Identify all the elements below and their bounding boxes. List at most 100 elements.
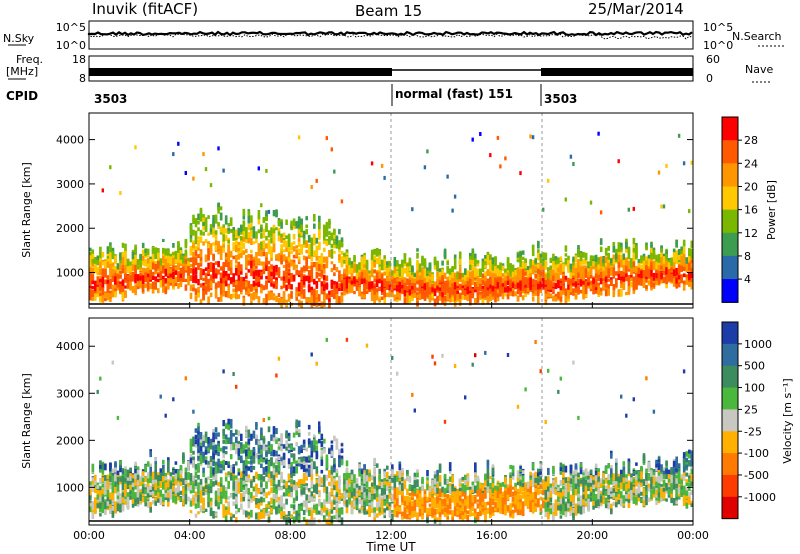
data-cell xyxy=(265,275,268,280)
data-cell xyxy=(235,264,238,268)
data-cell xyxy=(594,287,598,294)
data-cell xyxy=(411,294,414,298)
data-cell xyxy=(204,254,208,263)
data-cell xyxy=(579,272,583,279)
data-cell xyxy=(589,274,593,279)
data-cell xyxy=(370,253,374,261)
data-cell xyxy=(537,249,540,253)
data-cell xyxy=(270,257,273,261)
data-cell xyxy=(194,236,198,245)
data-cell xyxy=(635,283,638,290)
data-cell xyxy=(662,204,666,209)
data-cell xyxy=(474,282,477,290)
data-cell xyxy=(224,228,228,233)
data-cell xyxy=(529,280,532,286)
data-cell xyxy=(242,231,246,237)
data-cell xyxy=(486,272,490,277)
data-cell xyxy=(531,264,535,272)
data-cell xyxy=(587,271,590,277)
data-cell xyxy=(524,271,527,276)
data-cell xyxy=(214,261,218,265)
data-cell xyxy=(111,284,115,289)
data-cell xyxy=(121,498,125,504)
data-cell xyxy=(353,290,356,295)
data-cell xyxy=(456,278,459,286)
data-cell xyxy=(240,231,243,235)
data-cell xyxy=(235,229,238,237)
nsky-trace xyxy=(87,30,693,37)
data-cell xyxy=(245,262,248,268)
data-cell xyxy=(484,290,487,298)
data-cell xyxy=(255,234,258,239)
data-cell xyxy=(599,256,603,263)
data-cell xyxy=(192,257,195,261)
data-cell xyxy=(89,267,92,272)
data-cell xyxy=(655,257,658,264)
data-cell xyxy=(222,168,225,173)
data-cell xyxy=(625,238,628,243)
data-cell xyxy=(599,246,603,253)
data-cell xyxy=(474,277,477,282)
data-cell xyxy=(167,249,170,257)
data-cell xyxy=(441,292,444,298)
data-cell xyxy=(202,269,205,276)
data-cell xyxy=(599,210,603,215)
data-cell xyxy=(242,237,246,241)
data-cell xyxy=(257,250,261,257)
data-cell xyxy=(484,261,487,266)
data-cell xyxy=(94,263,97,268)
data-cell xyxy=(335,297,339,305)
data-cell xyxy=(204,277,208,285)
data-cell xyxy=(111,253,115,260)
data-cell xyxy=(552,269,555,276)
data-cell xyxy=(111,468,115,473)
data-cell xyxy=(582,267,585,274)
colorbar-segment xyxy=(722,140,738,164)
data-cell xyxy=(325,240,329,246)
data-cell xyxy=(162,270,165,274)
data-cell xyxy=(104,292,107,298)
data-cell xyxy=(202,288,205,294)
data-cell xyxy=(94,280,97,288)
data-cell xyxy=(302,295,306,299)
data-cell xyxy=(292,254,296,259)
data-cell xyxy=(124,250,127,258)
data-cell xyxy=(320,253,324,258)
data-cell xyxy=(106,497,110,502)
data-cell xyxy=(408,295,412,303)
data-cell xyxy=(194,218,198,224)
data-cell xyxy=(617,245,621,252)
data-cell xyxy=(222,239,225,245)
data-cell xyxy=(652,282,656,288)
data-cell xyxy=(255,291,258,299)
data-cell xyxy=(363,269,366,274)
data-cell xyxy=(207,232,210,236)
data-cell xyxy=(416,261,419,266)
data-cell xyxy=(569,285,573,292)
data-cell xyxy=(318,257,321,264)
data-cell xyxy=(194,250,198,256)
data-cell xyxy=(267,272,271,279)
data-cell xyxy=(262,228,266,234)
data-cell xyxy=(602,258,605,266)
data-cell xyxy=(144,464,147,472)
data-cell xyxy=(672,262,676,270)
data-cell xyxy=(214,240,218,246)
data-cell xyxy=(660,204,663,209)
data-cell xyxy=(662,270,666,274)
data-cell xyxy=(149,256,152,261)
data-cell xyxy=(265,257,268,263)
data-cell xyxy=(343,291,346,296)
data-cell xyxy=(192,176,195,181)
data-cell xyxy=(212,272,215,279)
data-cell xyxy=(333,281,336,285)
data-cell xyxy=(109,496,112,504)
data-cell xyxy=(141,486,145,494)
data-cell xyxy=(423,286,427,290)
data-cell xyxy=(501,286,505,294)
data-cell xyxy=(325,283,329,287)
data-cell xyxy=(514,275,517,281)
data-cell xyxy=(154,482,157,491)
data-cell xyxy=(139,481,142,486)
data-cell xyxy=(562,265,565,273)
